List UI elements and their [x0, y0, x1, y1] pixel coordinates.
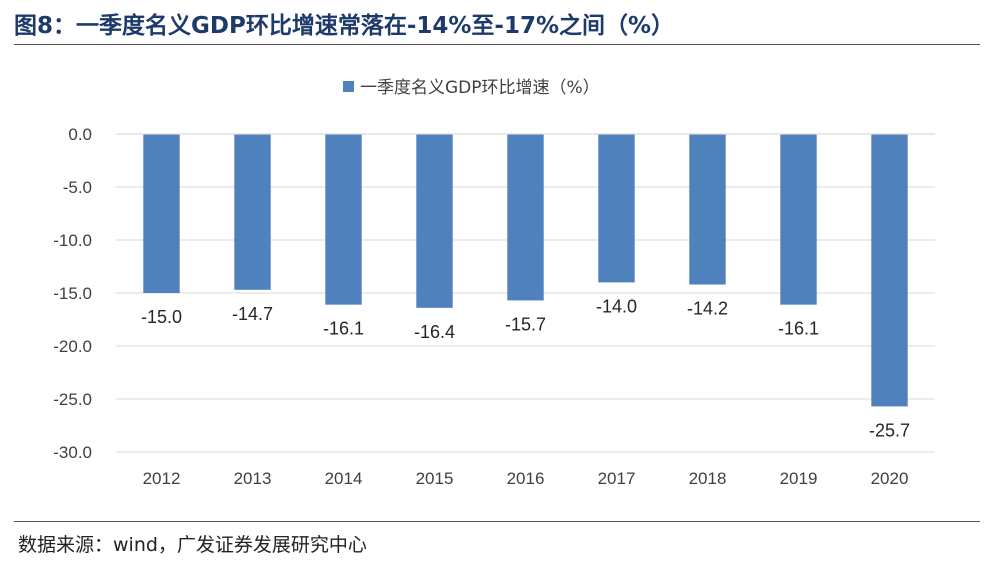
data-label-2017: -14.0	[596, 296, 637, 316]
bar-2018	[689, 134, 726, 285]
legend: 一季度名义GDP环比增速（%）	[343, 78, 600, 98]
x-tick-label: 2012	[143, 469, 181, 488]
y-tick-label: -10.0	[53, 231, 92, 250]
bar-2016	[507, 134, 544, 301]
bar-2015	[416, 134, 453, 308]
data-label-2013: -14.7	[232, 304, 273, 324]
y-tick-label: 0.0	[68, 125, 92, 144]
bottom-rule	[14, 521, 980, 522]
data-label-2016: -15.7	[505, 314, 546, 334]
y-tick-label: -25.0	[53, 390, 92, 409]
data-label-2014: -16.1	[323, 319, 364, 339]
x-tick-label: 2019	[780, 469, 818, 488]
x-tick-label: 2013	[234, 469, 272, 488]
bar-2014	[325, 134, 362, 305]
top-rule	[14, 44, 980, 45]
x-tick-label: 2014	[325, 469, 363, 488]
data-label-2020: -25.7	[869, 420, 910, 440]
bar-2017	[598, 134, 635, 283]
bar-series	[143, 134, 908, 407]
x-tick-label: 2017	[598, 469, 636, 488]
data-label-2018: -14.2	[687, 299, 728, 319]
y-tick-label: -5.0	[63, 178, 92, 197]
bar-2019	[780, 134, 817, 305]
source-note: 数据来源：wind，广发证券发展研究中心	[18, 534, 367, 556]
y-tick-label: -30.0	[53, 443, 92, 462]
bar-2020	[871, 134, 908, 407]
y-axis: 0.0 -5.0 -10.0 -15.0 -20.0 -25.0 -30.0	[53, 125, 92, 462]
x-tick-label: 2016	[507, 469, 545, 488]
bar-2013	[234, 134, 271, 290]
data-labels: -15.0 -14.7 -16.1 -16.4 -15.7 -14.0 -14.2 -16.1…	[141, 296, 910, 440]
x-tick-label: 2015	[416, 469, 454, 488]
bar-2012	[143, 134, 180, 293]
y-tick-label: -15.0	[53, 284, 92, 303]
data-label-2019: -16.1	[778, 319, 819, 339]
y-tick-label: -20.0	[53, 337, 92, 356]
legend-swatch	[343, 81, 354, 92]
figure-title: 图8：一季度名义GDP环比增速常落在-14%至-17%之间（%）	[14, 13, 675, 39]
data-label-2012: -15.0	[141, 307, 182, 327]
legend-label: 一季度名义GDP环比增速（%）	[360, 78, 600, 98]
x-tick-label: 2020	[871, 469, 909, 488]
x-tick-label: 2018	[689, 469, 727, 488]
bar-chart: 0.0-5.0-10.0-15.0-20.0-25.0-30.0 -15.0 -1…	[53, 78, 935, 488]
x-axis: 2012 2013 2014 2015 2016 2017 2018 2019 2020	[116, 133, 935, 488]
data-label-2015: -16.4	[414, 322, 455, 342]
